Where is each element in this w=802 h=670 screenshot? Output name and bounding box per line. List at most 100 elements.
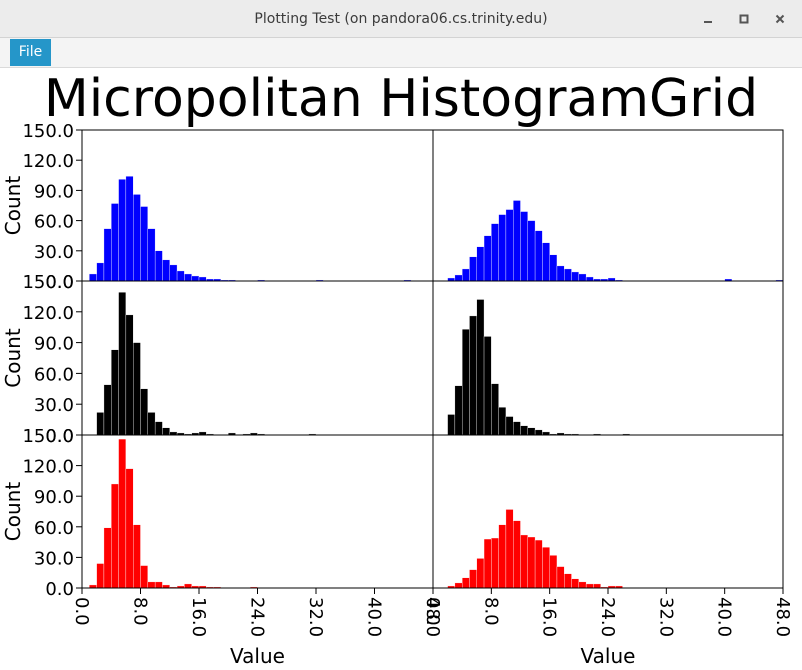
histogram-bar xyxy=(520,425,528,436)
histogram-bar xyxy=(476,299,485,436)
histogram-bar xyxy=(585,583,594,589)
histogram-bar xyxy=(118,179,127,282)
x-axis-label: Value xyxy=(581,644,636,668)
histogram-bar xyxy=(154,250,163,282)
histogram-bar xyxy=(162,259,170,282)
histogram-bar xyxy=(198,276,207,282)
y-tick-label: 120.0 xyxy=(22,457,74,478)
histogram-bar xyxy=(454,274,463,282)
histogram-bar xyxy=(534,230,543,282)
y-tick-label: 60.0 xyxy=(34,364,74,385)
x-axis-label: Value xyxy=(230,644,285,668)
histogram-bar xyxy=(564,268,572,282)
histogram-bar xyxy=(491,223,499,282)
histogram-bar xyxy=(125,314,134,436)
histogram-bar xyxy=(125,468,134,589)
y-tick-label: 0.0 xyxy=(45,579,74,600)
menu-bar: File xyxy=(0,38,802,68)
minimize-icon[interactable] xyxy=(698,9,718,29)
histogram-bar xyxy=(461,329,470,436)
x-tick-label: 24.0 xyxy=(247,597,268,637)
histogram-bar xyxy=(89,273,97,282)
histogram-bar xyxy=(483,235,492,282)
x-tick-label: 8.0 xyxy=(130,597,151,626)
y-tick-label: 30.0 xyxy=(34,395,74,416)
histogram-bar xyxy=(447,414,456,436)
histogram-bar xyxy=(542,242,550,282)
y-axis-label: Count xyxy=(1,482,25,542)
histogram-bar xyxy=(454,582,463,589)
histogram-bar xyxy=(96,563,105,589)
histogram-bar xyxy=(176,270,185,282)
y-tick-label: 120.0 xyxy=(22,151,74,172)
y-tick-label: 60.0 xyxy=(34,518,74,539)
histogram-bar xyxy=(593,583,601,589)
x-tick-label: 0.0 xyxy=(422,597,443,626)
histogram-bar xyxy=(461,268,470,282)
chart-title: Micropolitan HistogramGrid xyxy=(44,69,758,129)
histogram-bar xyxy=(140,388,148,436)
y-axis-label: Count xyxy=(1,328,25,388)
histogram-bar xyxy=(578,273,587,282)
x-tick-label: 16.0 xyxy=(539,597,560,637)
histogram-bar xyxy=(147,581,156,589)
x-tick-label: 40.0 xyxy=(714,597,735,637)
y-tick-label: 0.0 xyxy=(45,272,74,293)
x-tick-label: 8.0 xyxy=(480,597,501,626)
histogram-bar xyxy=(147,228,156,282)
x-tick-label: 32.0 xyxy=(655,597,676,637)
histogram-bar xyxy=(191,275,200,282)
histogram-bar xyxy=(549,555,558,589)
histogram-bar xyxy=(133,342,141,436)
maximize-icon[interactable] xyxy=(734,9,754,29)
histogram-bar xyxy=(469,256,477,282)
close-icon[interactable] xyxy=(770,9,790,29)
histogram-bar xyxy=(549,254,558,282)
histogram-bar xyxy=(111,349,119,436)
histogram-bar xyxy=(111,203,119,282)
histogram-bar xyxy=(578,581,587,589)
y-tick-label: 90.0 xyxy=(34,181,74,202)
histogram-bar xyxy=(476,246,485,282)
y-tick-label: 30.0 xyxy=(34,548,74,569)
histogram-bar xyxy=(469,315,477,436)
histogram-bar xyxy=(534,429,543,436)
histogram-bar xyxy=(469,569,477,589)
histogram-bar xyxy=(461,577,470,589)
histogram-bar xyxy=(154,421,163,436)
histogram-bar xyxy=(571,271,580,282)
histogram-bar xyxy=(542,547,550,589)
x-tick-label: 48.0 xyxy=(422,597,443,637)
histogram-bar xyxy=(505,209,514,282)
histogram-bar xyxy=(498,524,507,589)
histogram-bar xyxy=(513,520,521,589)
histogram-bar xyxy=(527,427,536,436)
x-tick-label: 0.0 xyxy=(71,597,92,626)
histogram-bar xyxy=(505,416,514,436)
x-tick-label: 48.0 xyxy=(772,597,793,637)
histogram-bar xyxy=(476,558,485,589)
histogram-bar xyxy=(491,383,499,436)
histogram-bar xyxy=(125,176,134,282)
histogram-bar xyxy=(96,412,105,436)
histogram-bar xyxy=(527,536,536,589)
histogram-bar xyxy=(556,265,565,282)
histogram-bar xyxy=(483,336,492,436)
y-tick-label: 90.0 xyxy=(34,487,74,508)
histogram-bar xyxy=(111,483,119,589)
file-menu[interactable]: File xyxy=(10,39,51,66)
histogram-bar xyxy=(527,220,536,282)
histogram-bar xyxy=(534,539,543,589)
histogram-bar xyxy=(162,427,170,436)
histogram-bar xyxy=(96,262,105,282)
histogram-bar xyxy=(140,565,148,589)
histogram-bar xyxy=(140,206,148,282)
histogram-bar xyxy=(513,421,521,436)
y-tick-label: 150.0 xyxy=(22,121,74,142)
histogram-bar xyxy=(184,273,192,282)
y-tick-label: 30.0 xyxy=(34,242,74,263)
histogram-bar xyxy=(103,228,112,282)
window-title: Plotting Test (on pandora06.cs.trinity.e… xyxy=(254,11,548,27)
y-tick-label: 0.0 xyxy=(45,426,74,447)
histogram-bar xyxy=(184,583,192,589)
